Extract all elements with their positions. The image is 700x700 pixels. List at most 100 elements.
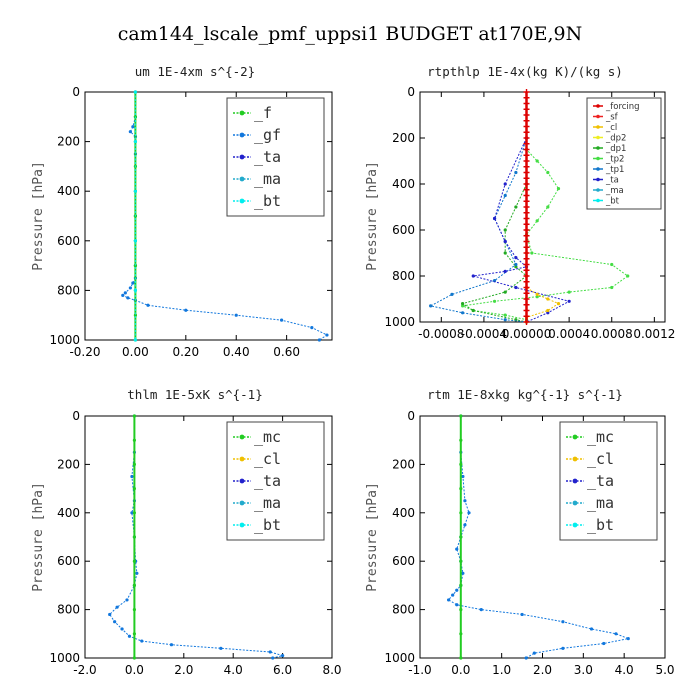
data-point [492,299,497,303]
y-tick-label: 800 [57,603,80,617]
panel-rtpthlp: rtpthlp 1E-4x(kg K)/(kg s) Pressure [hPa… [365,64,675,341]
data-point [523,112,530,118]
legend-label: _ma [605,186,624,196]
data-point [523,290,530,297]
data-point [523,192,530,199]
data-point [523,100,530,107]
data-point [271,656,275,660]
y-tick-label: 200 [392,131,415,145]
data-point [561,646,565,650]
data-point [429,304,433,308]
data-point [132,632,136,636]
x-tick-label: -2.0 [73,663,96,677]
data-point [523,106,530,113]
x-tick-label: -0.0008 [418,327,464,341]
y-tick-label: 800 [392,269,415,283]
legend-marker [239,198,245,204]
data-point [523,186,530,193]
data-point [614,632,618,636]
data-point [523,244,530,251]
data-point [523,209,530,216]
data-point [535,292,539,296]
plot-frame [419,91,666,323]
y-tick-label: 200 [392,457,415,471]
y-axis-label: Pressure [hPa] [31,161,46,271]
panel-title: rtpthlp 1E-4x(kg K)/(kg s) [427,64,623,79]
y-tick-label: 1000 [49,651,80,665]
legend-marker [239,456,245,462]
data-point [503,318,507,322]
data-point [123,291,127,295]
y-tick-label: 600 [57,234,80,248]
data-point [523,261,530,268]
data-point [523,255,530,262]
data-point [459,438,463,442]
legend-marker [239,522,245,528]
x-tick-label: 0.60 [273,345,300,359]
data-point [523,238,530,245]
x-tick-label: 0.0 [125,663,144,677]
legend-label: _ta [254,472,281,490]
x-tick-label: 0.0004 [548,327,590,341]
data-point [561,620,565,624]
data-point [523,135,530,141]
data-point [523,152,530,159]
data-point [121,293,125,297]
data-point [535,295,539,299]
data-point [135,571,139,575]
legend-marker [239,478,245,484]
data-point [132,608,136,612]
plot-frame [84,415,333,659]
data-point [546,308,550,313]
legend-label: _ta [587,472,614,490]
data-point [234,313,238,317]
data-point [446,598,451,602]
data-point [524,656,528,660]
legend-marker [239,132,245,138]
legend-label: _tp2 [605,155,624,165]
data-point [535,159,539,163]
plot-frame [84,91,333,341]
data-point [471,274,475,278]
data-point [523,284,530,291]
data-point [461,474,465,479]
y-tick-label: 600 [392,223,415,237]
data-point [133,338,138,342]
data-point [113,620,117,624]
data-point [130,474,134,479]
data-point [310,326,314,330]
y-axis-label: Pressure [hPa] [365,482,380,592]
y-tick-label: 800 [57,283,80,297]
legend-marker [572,478,578,484]
legend-label: _cl [254,450,281,468]
legend-label: _ma [254,170,281,188]
data-point [523,169,530,176]
series-line-cl [526,253,560,322]
data-point [503,290,507,294]
data-point [523,221,530,228]
data-point [523,123,530,130]
data-point [132,656,136,660]
plot-area: 0 200 400 600 800 1000-0.20 0.00 0.20 0.40 0.60 _f… [49,85,332,359]
data-point [514,256,518,260]
y-tick-label: 400 [57,184,80,198]
data-point [523,117,530,124]
data-point [535,219,539,223]
data-point [461,311,465,315]
data-point [459,414,463,418]
legend-label: _ta [605,176,619,186]
data-point [626,637,630,641]
legend-label: _dp1 [605,144,626,154]
x-tick-label: 0.0008 [591,327,633,341]
data-point [546,170,550,175]
data-point [556,302,561,306]
data-point [523,198,530,205]
data-point [471,308,475,313]
data-point [133,140,138,144]
legend-label: _bt [587,516,614,534]
data-point [108,612,112,617]
data-point [133,288,138,292]
data-point [523,204,530,210]
panel-thlm: thlm 1E-5xK s^{-1} Pressure [hPa] 0 200 40… [31,387,342,677]
data-point [523,163,530,170]
